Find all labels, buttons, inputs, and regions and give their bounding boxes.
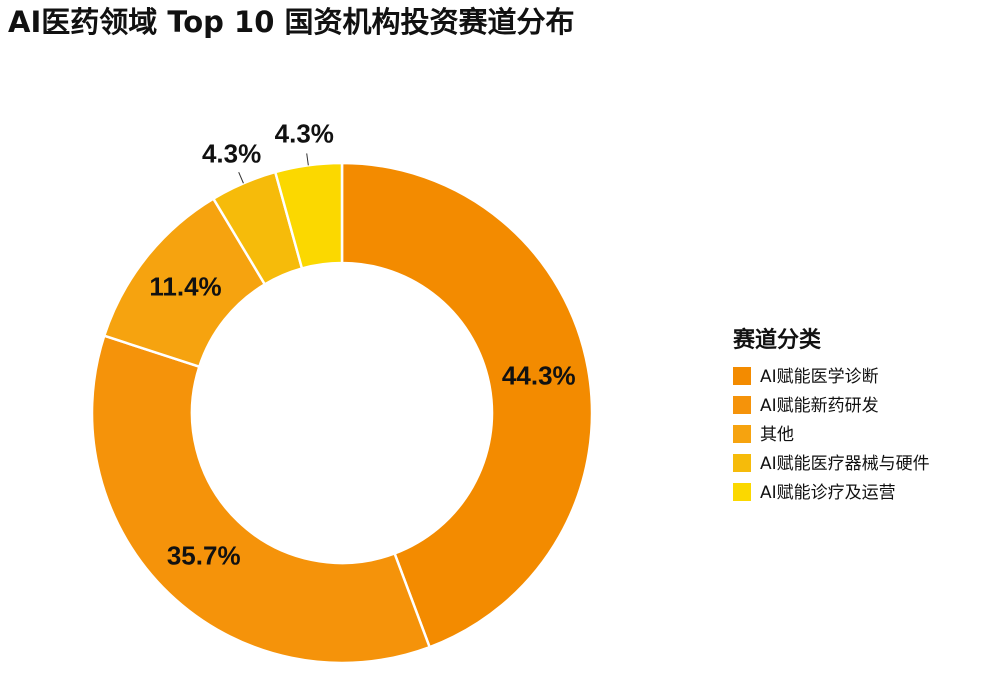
legend-label: AI赋能医疗器械与硬件 [760,454,930,474]
donut-slice [90,334,432,665]
legend-swatch [733,425,751,443]
leader-line [238,172,244,184]
legend-label: AI赋能诊疗及运营 [760,483,896,503]
leader-line [306,153,309,166]
legend-swatch [733,367,751,385]
legend-label: AI赋能新药研发 [760,396,879,416]
legend-swatch [733,454,751,472]
legend-title: 赛道分类 [732,327,822,353]
value-label: 11.4% [149,271,221,301]
donut-slice [340,161,594,649]
value-label: 44.3% [502,360,576,390]
value-label: 4.3% [275,118,334,148]
chart-title: AI医药领域 Top 10 国资机构投资赛道分布 [8,5,575,39]
value-label: 35.7% [167,540,241,570]
legend-swatch [733,396,751,414]
legend-swatch [733,483,751,501]
legend-label: 其他 [760,425,794,445]
value-label: 4.3% [202,139,261,169]
legend-label: AI赋能医学诊断 [760,367,879,387]
donut-slice [273,161,344,270]
